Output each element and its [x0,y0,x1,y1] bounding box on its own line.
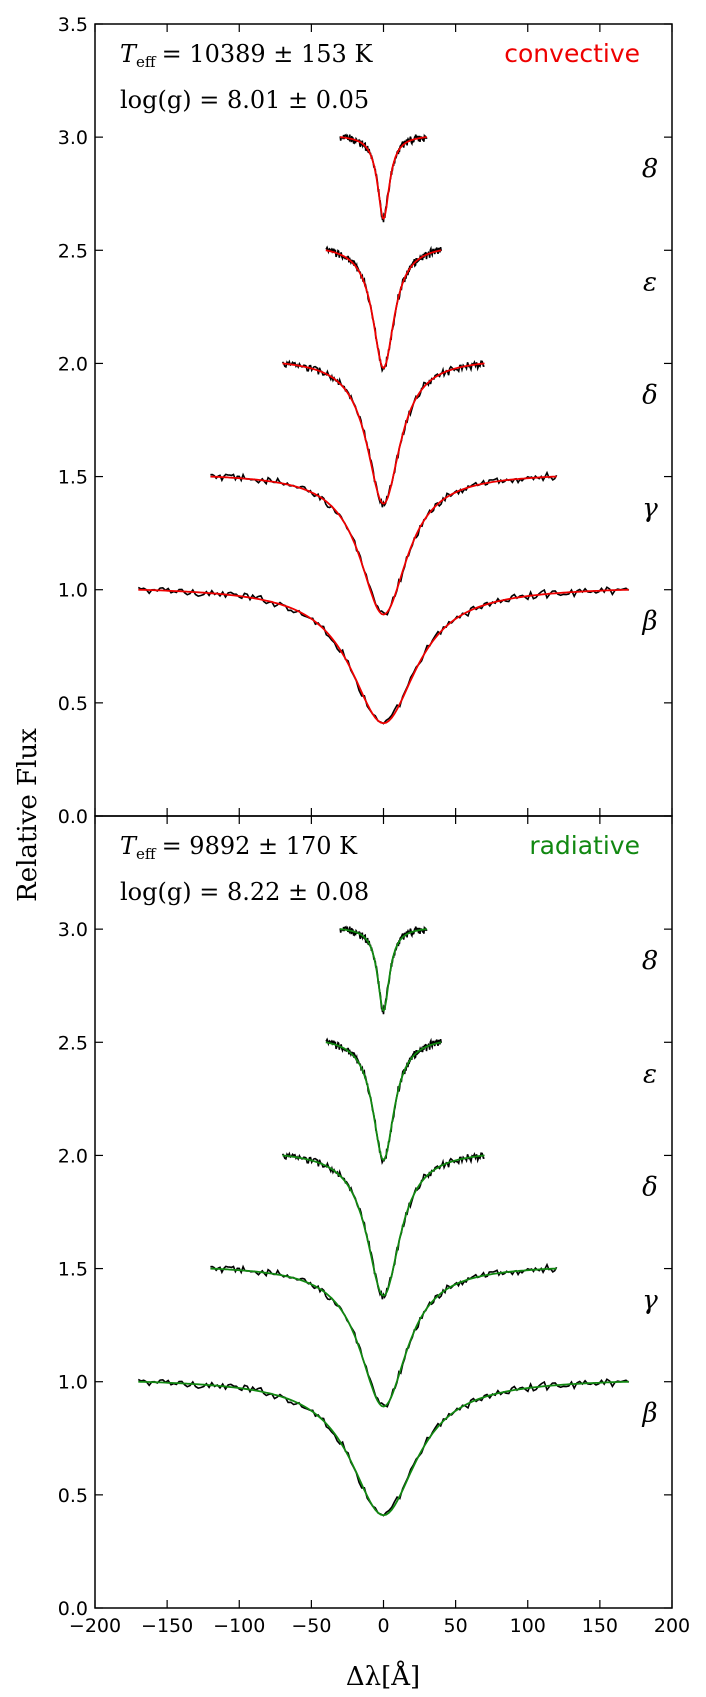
model-line-γ [210,1267,557,1408]
y-tick-label: 2.0 [58,1145,88,1167]
logg-annotation: log(g) = 8.22 ± 0.08 [120,878,369,906]
y-tick-label: 1.5 [58,467,88,489]
line-label-δ: δ [642,1172,658,1202]
line-label-ε: ε [643,1059,657,1089]
line-label-γ: γ [642,494,658,524]
observed-line-γ [210,1262,558,1408]
observed-line-β [137,1378,630,1517]
plot-frame [94,23,673,817]
line-label-ε: ε [643,267,657,297]
observed-line-δ [281,1151,485,1300]
model-line-8 [340,928,427,1012]
line-label-β: β [641,1399,657,1429]
model-line-γ [210,475,557,616]
x-tick-label: −100 [213,1615,265,1637]
x-tick-label: 50 [444,1615,468,1637]
model-line-δ [282,362,485,505]
x-axis-title: Δλ[Å] [346,1660,420,1692]
top-panel: 0.0 0.5 1.0 1.5 2.0 2.5 3.0 3.5 β γ δ ε 8 Teff = 10389… [58,14,673,828]
y-tick-label: 0.5 [58,1485,88,1507]
y-tick-label: 2.0 [58,353,88,375]
model-line-8 [340,136,427,220]
teff-annotation: Teff = 9892 ± 170 K [120,832,358,863]
logg-annotation: log(g) = 8.01 ± 0.05 [120,86,369,114]
model-line-ε [325,1041,442,1162]
plot-frame [94,815,673,1609]
y-tick-label: 2.5 [58,240,88,262]
x-tick-label: −200 [69,1615,121,1637]
y-tick-label: 3.0 [58,919,88,941]
y-tick-label: 1.0 [58,1372,88,1394]
y-axis-title: Relative Flux [13,728,43,902]
observed-line-8 [339,133,428,223]
line-label-8: 8 [642,946,659,976]
observed-line-γ [210,470,558,616]
x-tick-label: −50 [291,1615,331,1637]
line-label-β: β [641,607,657,637]
x-tick-label: −150 [141,1615,193,1637]
observed-line-8 [339,925,428,1015]
model-line-ε [325,249,442,370]
teff-annotation: Teff = 10389 ± 153 K [120,40,373,71]
bottom-panel: 0.0 0.5 1.0 1.5 2.0 2.5 3.0 −200 −150 −100 −50 0 50 1… [58,815,690,1637]
observed-line-ε [325,245,442,373]
line-label-8: 8 [642,154,659,184]
y-tick-label: 0.5 [58,693,88,715]
x-tick-label: 0 [377,1615,389,1637]
y-tick-label: 3.0 [58,127,88,149]
observed-line-β [137,586,630,725]
y-tick-label: 1.5 [58,1259,88,1281]
line-label-δ: δ [642,380,658,410]
x-tick-label: 150 [582,1615,618,1637]
y-tick-label: 0.0 [58,1598,88,1620]
x-tick-label: 200 [654,1615,690,1637]
model-line-β [138,588,629,725]
observed-line-δ [281,359,485,508]
y-tick-label: 1.0 [58,580,88,602]
observed-line-ε [325,1037,442,1165]
model-name-label: convective [504,39,640,68]
y-tick-label: 2.5 [58,1032,88,1054]
model-line-β [138,1380,629,1517]
x-tick-label: 100 [510,1615,546,1637]
model-name-label: radiative [529,831,640,860]
y-tick-label: 0.0 [58,806,88,828]
model-line-δ [282,1154,485,1297]
line-label-γ: γ [642,1286,658,1316]
y-tick-label: 3.5 [58,14,88,36]
